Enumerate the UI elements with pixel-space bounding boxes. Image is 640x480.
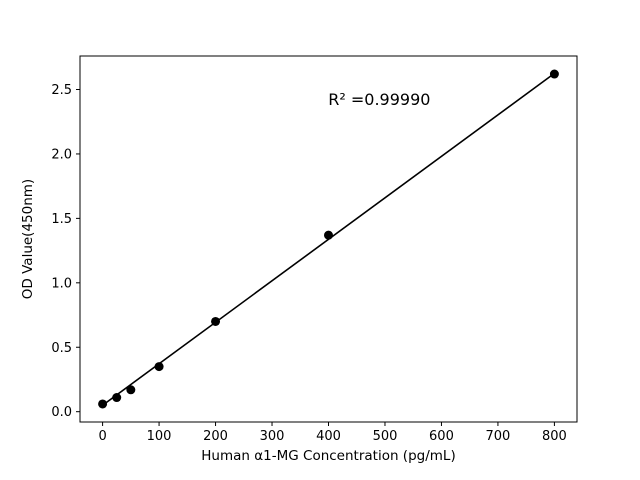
y-tick-label: 0.0 <box>51 405 72 420</box>
data-point <box>112 393 122 403</box>
r-squared-annotation: R² =0.99990 <box>328 90 430 109</box>
x-tick-label: 0 <box>98 429 106 444</box>
data-point <box>126 385 136 395</box>
x-tick-label: 200 <box>203 429 228 444</box>
x-axis-label: Human α1-MG Concentration (pg/mL) <box>201 448 455 464</box>
x-tick-label: 800 <box>542 429 567 444</box>
y-tick-label: 2.0 <box>51 147 72 162</box>
x-tick-label: 100 <box>147 429 172 444</box>
data-point <box>324 230 333 240</box>
x-tick-label: 700 <box>486 429 511 444</box>
x-tick-label: 300 <box>260 429 285 444</box>
x-tick-label: 600 <box>429 429 454 444</box>
y-tick-label: 2.5 <box>51 83 72 98</box>
data-point <box>98 399 108 409</box>
data-point <box>154 362 164 372</box>
data-point <box>211 316 221 326</box>
x-tick-label: 500 <box>373 429 398 444</box>
y-tick-label: 0.5 <box>51 341 72 356</box>
x-tick-label: 400 <box>316 429 341 444</box>
y-axis-label: OD Value(450nm) <box>20 179 36 299</box>
y-tick-label: 1.5 <box>51 212 72 227</box>
data-point <box>549 69 559 79</box>
y-tick-label: 1.0 <box>51 276 72 291</box>
